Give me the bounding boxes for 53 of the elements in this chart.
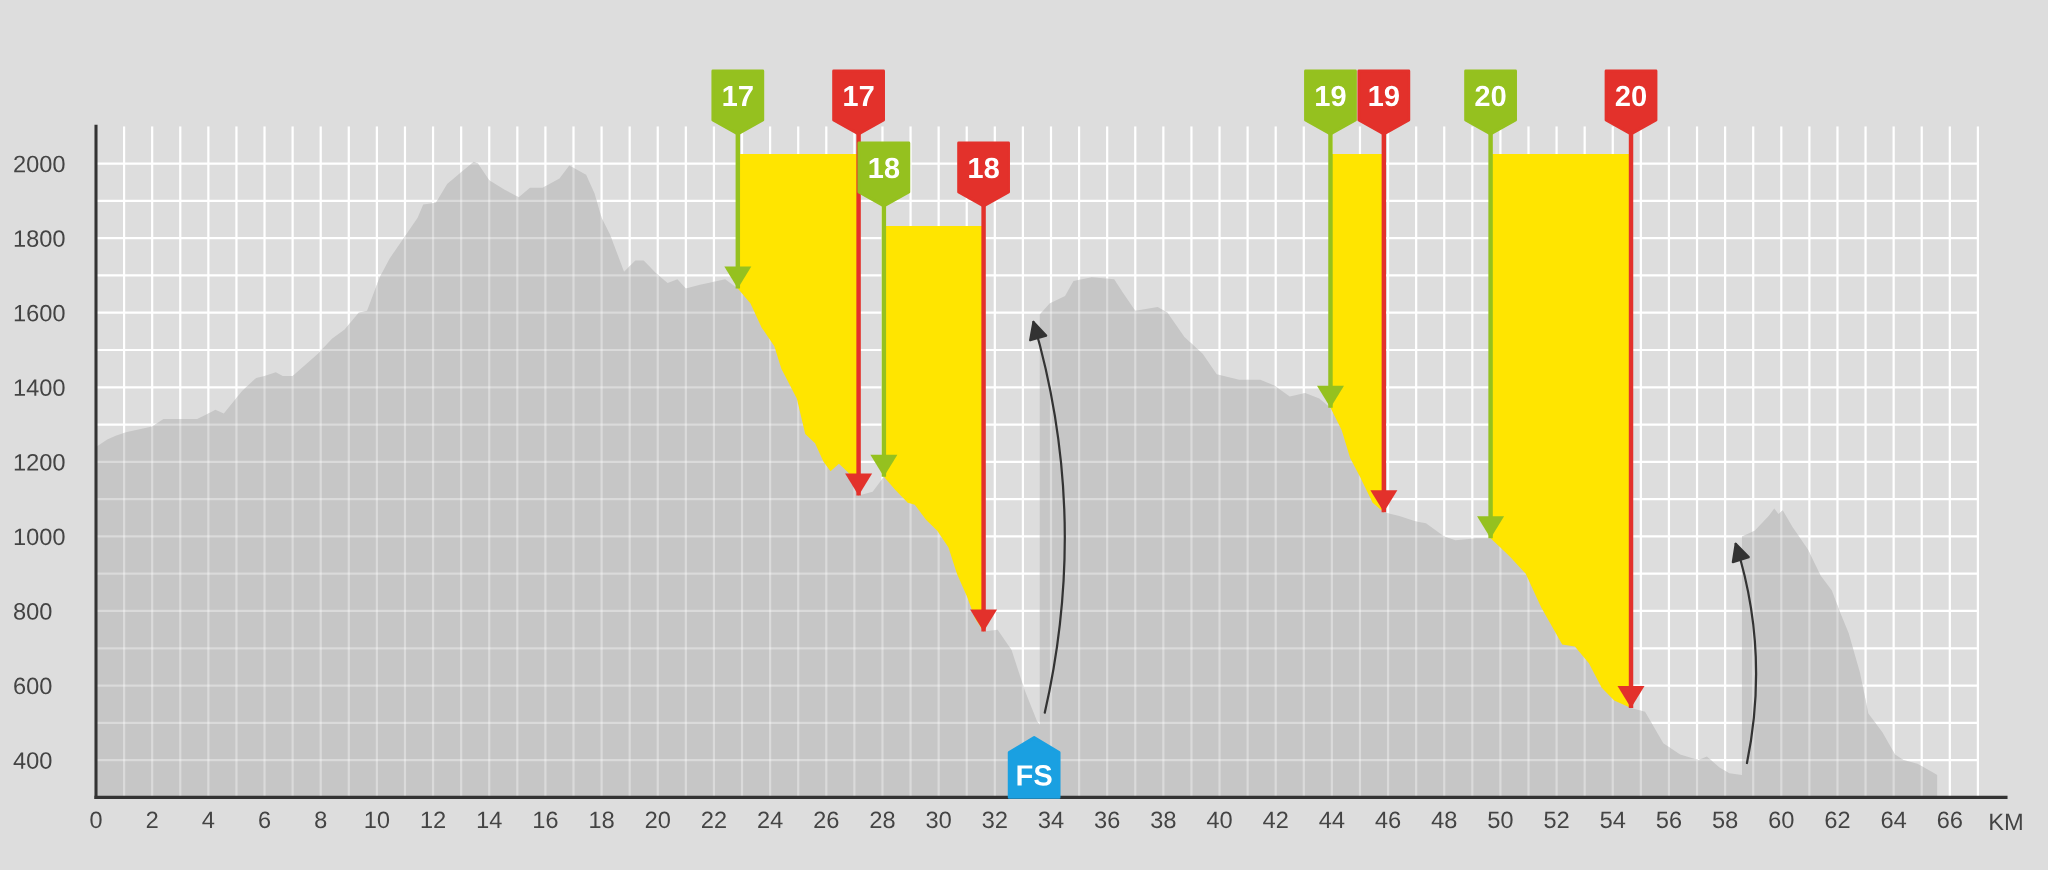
x-tick-label: 56 xyxy=(1656,811,1682,829)
x-tick-label: 36 xyxy=(1094,811,1120,829)
y-tick-label: 600 xyxy=(14,677,52,695)
x-tick-label: 8 xyxy=(315,811,327,829)
x-tick-label: 62 xyxy=(1825,811,1850,829)
annotation: 20 xyxy=(1615,85,1647,107)
x-tick-label: 42 xyxy=(1263,811,1288,828)
x-tick-label: 26 xyxy=(814,811,839,829)
x-tick-label: 60 xyxy=(1769,811,1794,829)
x-tick-label: 54 xyxy=(1600,811,1626,829)
x-tick-label: 58 xyxy=(1712,811,1738,829)
x-tick-label: 38 xyxy=(1151,811,1176,829)
x-tick-label: 22 xyxy=(702,811,726,828)
y-tick-label: 2000 xyxy=(14,155,65,173)
x-tick-label: 44 xyxy=(1319,811,1345,828)
x-tick-label: 2 xyxy=(146,811,158,828)
annotation: 18 xyxy=(869,157,900,179)
x-tick-label: 4 xyxy=(202,811,215,828)
x-tick-label: 34 xyxy=(1038,811,1064,829)
x-tick-label: 10 xyxy=(365,811,390,829)
x-tick-label: 28 xyxy=(870,811,895,829)
annotation: 17 xyxy=(723,85,753,107)
x-tick-label: 16 xyxy=(534,811,558,829)
y-tick-label: 1400 xyxy=(14,379,65,397)
y-tick-label: 1000 xyxy=(14,528,65,546)
x-tick-label: 24 xyxy=(758,811,783,828)
x-tick-label: 0 xyxy=(90,811,102,829)
y-tick-label: 400 xyxy=(13,752,52,769)
x-tick-label: 50 xyxy=(1488,811,1513,829)
x-axis-title: KM xyxy=(1990,813,2022,831)
x-tick-label: 6 xyxy=(259,811,271,829)
y-tick-label: 1200 xyxy=(14,453,65,471)
y-tick-label: 1600 xyxy=(14,304,65,322)
annotation: 19 xyxy=(1369,85,1399,107)
annotation: 17 xyxy=(844,85,874,107)
x-tick-label: 18 xyxy=(590,811,614,829)
x-tick-label: 12 xyxy=(421,811,446,828)
annotation: FS xyxy=(1017,765,1052,786)
y-tick-label: 800 xyxy=(14,603,52,620)
annotation: 18 xyxy=(969,157,999,179)
x-tick-label: 14 xyxy=(477,811,502,828)
x-tick-label: 48 xyxy=(1431,811,1457,829)
y-tick-label: 1800 xyxy=(14,230,65,247)
x-tick-label: 64 xyxy=(1881,811,1907,829)
x-tick-label: 66 xyxy=(1937,811,1962,829)
x-tick-label: 20 xyxy=(645,811,670,829)
annotation: 20 xyxy=(1475,85,1506,107)
x-tick-label: 30 xyxy=(926,811,951,829)
x-tick-label: 46 xyxy=(1375,811,1401,829)
x-tick-label: 52 xyxy=(1544,811,1569,829)
annotation: 19 xyxy=(1316,85,1346,107)
x-tick-label: 32 xyxy=(982,811,1007,829)
x-tick-label: 40 xyxy=(1206,811,1232,829)
